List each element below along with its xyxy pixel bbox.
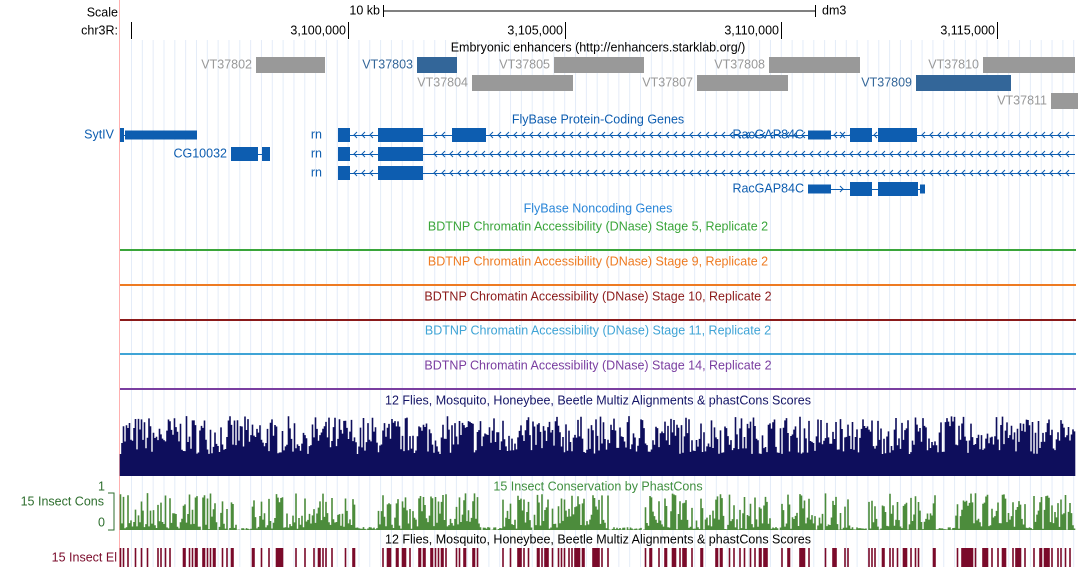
enhancer (554, 57, 644, 73)
exon (125, 130, 197, 140)
scale-label: Scale (87, 5, 118, 19)
exon (378, 166, 423, 180)
track-title: BDTNP Chromatin Accessibility (DNase) St… (428, 219, 768, 233)
cons-label: 15 Insect Cons (21, 494, 104, 508)
signal-baseline (120, 284, 1076, 286)
elements-marks (119, 548, 1071, 567)
exon (878, 182, 918, 196)
exon (120, 128, 124, 142)
exon (378, 147, 423, 161)
elements-label: 15 Insect El (52, 550, 117, 564)
enhancer (983, 57, 1075, 73)
gene-label: RacGAP84C (732, 127, 804, 141)
enhancer (769, 57, 860, 73)
exon (452, 128, 486, 142)
strand-arrows (839, 131, 844, 139)
multiz-wiggle (119, 416, 1076, 476)
track-title: 12 Flies, Mosquito, Honeybee, Beetle Mul… (385, 393, 811, 407)
ruler-position: 3,115,000 (940, 23, 995, 37)
ruler-position: 3,110,000 (724, 23, 779, 37)
gene-label: CG10032 (173, 146, 227, 160)
signal-baseline (120, 249, 1076, 251)
gene-label: RacGAP84C (732, 181, 804, 195)
ruler-position: 3,100,000 (290, 23, 346, 37)
track-title: BDTNP Chromatin Accessibility (DNase) St… (424, 358, 771, 372)
enhancer (472, 75, 573, 91)
enhancer-label: VT37810 (928, 57, 979, 71)
gene-label: rn (311, 146, 322, 160)
track-title: 12 Flies, Mosquito, Honeybee, Beetle Mul… (385, 532, 811, 546)
track-title: BDTNP Chromatin Accessibility (DNase) St… (425, 323, 771, 337)
gene-label: rn (311, 165, 322, 179)
enhancer (916, 75, 1011, 91)
exon (850, 128, 872, 142)
track-title: FlyBase Noncoding Genes (524, 201, 673, 215)
exon (231, 147, 258, 161)
axis-bracket (108, 492, 115, 531)
enhancer (697, 75, 788, 91)
exon (262, 147, 270, 161)
enhancer-label: VT37807 (642, 75, 693, 89)
track-title: 15 Insect Conservation by PhastCons (493, 479, 702, 493)
enhancer (1051, 93, 1078, 109)
guide-lines (131, 40, 1075, 567)
exon (338, 147, 350, 161)
strand-arrows (839, 185, 844, 193)
ruler-position: 3,105,000 (507, 23, 563, 37)
exon (920, 184, 925, 194)
signal-baseline (120, 353, 1076, 355)
cons-min: 0 (98, 515, 105, 529)
track-title: BDTNP Chromatin Accessibility (DNase) St… (428, 254, 768, 268)
cons-wiggle (119, 493, 1076, 530)
cons-max: 1 (98, 479, 105, 493)
assembly: dm3 (822, 3, 846, 17)
enhancer-label: VT37811 (997, 93, 1047, 107)
chrom-label: chr3R: (81, 23, 118, 37)
enhancer-label: VT37802 (201, 57, 252, 71)
enhancer-label: VT37809 (861, 75, 912, 89)
strand-arrows (353, 150, 1070, 158)
scale-bar-label: 10 kb (349, 3, 380, 17)
exon (378, 128, 423, 142)
exon (338, 166, 350, 180)
exon (808, 184, 831, 194)
enhancer-label: VT37808 (714, 57, 765, 71)
signal-baseline (120, 319, 1076, 321)
exon (808, 130, 831, 140)
enhancer (417, 57, 457, 73)
gene-label: rn (311, 127, 322, 141)
track-title: BDTNP Chromatin Accessibility (DNase) St… (424, 289, 771, 303)
enhancer-label: VT37804 (417, 75, 468, 89)
enhancer (256, 57, 325, 73)
gene-label: SytIV (84, 127, 115, 141)
exon (850, 182, 872, 196)
track-title: FlyBase Protein-Coding Genes (512, 112, 684, 126)
exon (878, 128, 917, 142)
exon (338, 128, 350, 142)
scale-bar (383, 5, 816, 17)
enhancer-label: VT37803 (362, 57, 413, 71)
strand-arrows (353, 169, 1070, 177)
track-title: Embryonic enhancers (http://enhancers.st… (451, 40, 746, 54)
signal-baseline (120, 388, 1076, 390)
enhancer-label: VT37805 (499, 57, 550, 71)
